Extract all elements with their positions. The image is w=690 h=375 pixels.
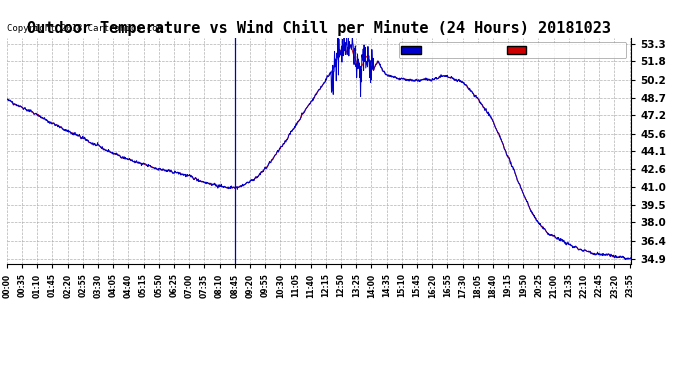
Title: Outdoor Temperature vs Wind Chill per Minute (24 Hours) 20181023: Outdoor Temperature vs Wind Chill per Mi…: [27, 20, 611, 36]
Text: Copyright 2018 Cartronics.com: Copyright 2018 Cartronics.com: [7, 24, 163, 33]
Legend: Wind Chill (°F), Temperature (°F): Wind Chill (°F), Temperature (°F): [399, 42, 627, 58]
